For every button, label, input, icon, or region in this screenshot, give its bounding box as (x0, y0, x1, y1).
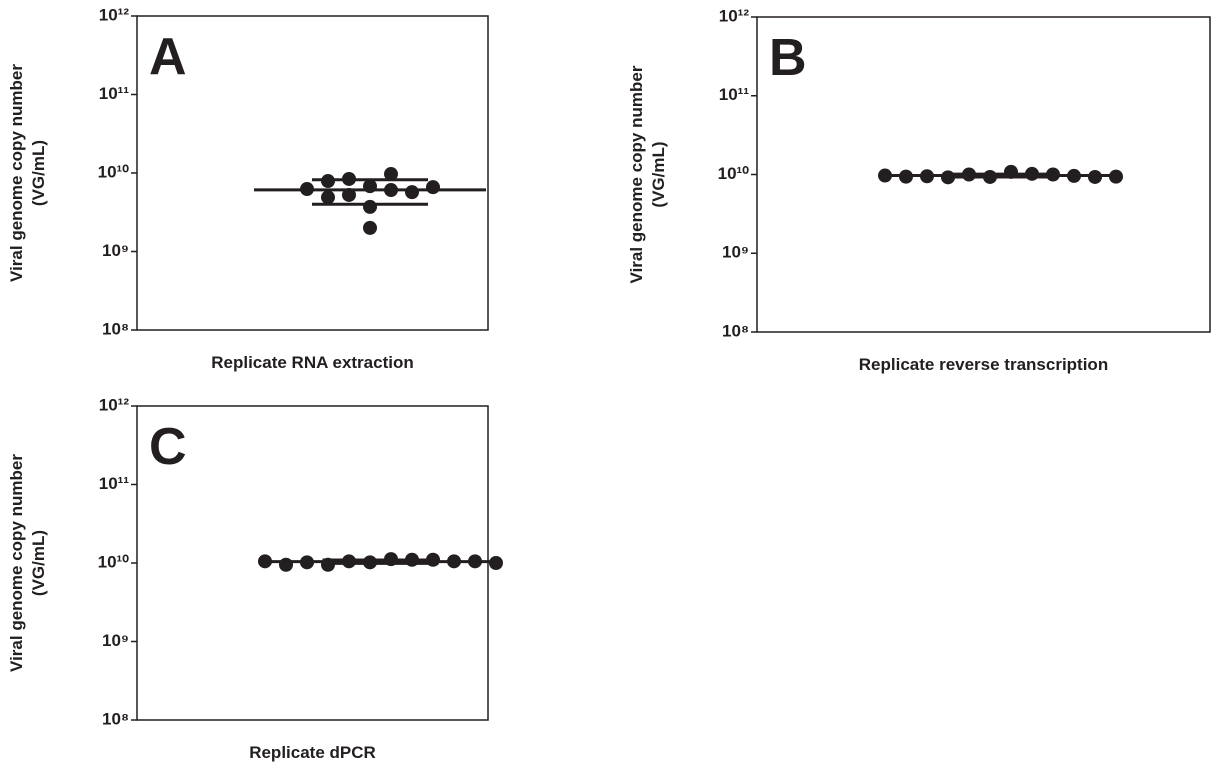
y-tick-label: 10⁹ (102, 631, 129, 650)
data-point (279, 557, 293, 572)
y-axis-label: Viral genome copy number (7, 64, 26, 282)
data-point (321, 190, 335, 205)
data-point (363, 199, 377, 214)
y-axis-label: Viral genome copy number (7, 454, 26, 672)
plot-frame (136, 15, 489, 331)
y-tick-label: 10⁸ (102, 319, 129, 338)
data-point (342, 187, 356, 202)
panel-letter: B (769, 29, 807, 87)
x-axis-label: Replicate reverse transcription (859, 355, 1108, 374)
y-axis-label: (VG/mL) (29, 140, 48, 206)
data-point (426, 180, 440, 195)
data-point (384, 167, 398, 182)
y-tick-label: 10¹² (99, 395, 130, 414)
panel-letter: C (149, 418, 187, 476)
y-tick-label: 10⁹ (102, 241, 129, 260)
data-point (363, 220, 377, 235)
y-tick-label: 10¹⁰ (98, 552, 130, 571)
panel-letter: A (149, 28, 187, 86)
x-axis-label: Replicate dPCR (249, 743, 376, 762)
y-axis-label: (VG/mL) (649, 141, 668, 207)
y-tick-label: 10¹¹ (719, 85, 750, 104)
y-tick-label: 10¹¹ (99, 84, 130, 103)
y-tick-label: 10⁹ (722, 243, 749, 262)
y-tick-label: 10¹¹ (99, 474, 130, 493)
y-tick-label: 10⁸ (722, 321, 749, 340)
y-tick-label: 10¹² (719, 6, 750, 25)
y-tick-label: 10¹⁰ (98, 162, 130, 181)
y-axis-label: (VG/mL) (29, 530, 48, 596)
y-tick-label: 10¹⁰ (718, 164, 750, 183)
y-axis-label: Viral genome copy number (627, 65, 646, 283)
data-point (405, 185, 419, 200)
x-axis-label: Replicate RNA extraction (211, 353, 413, 372)
y-tick-label: 10¹² (99, 5, 130, 24)
y-tick-label: 10⁸ (102, 709, 129, 728)
